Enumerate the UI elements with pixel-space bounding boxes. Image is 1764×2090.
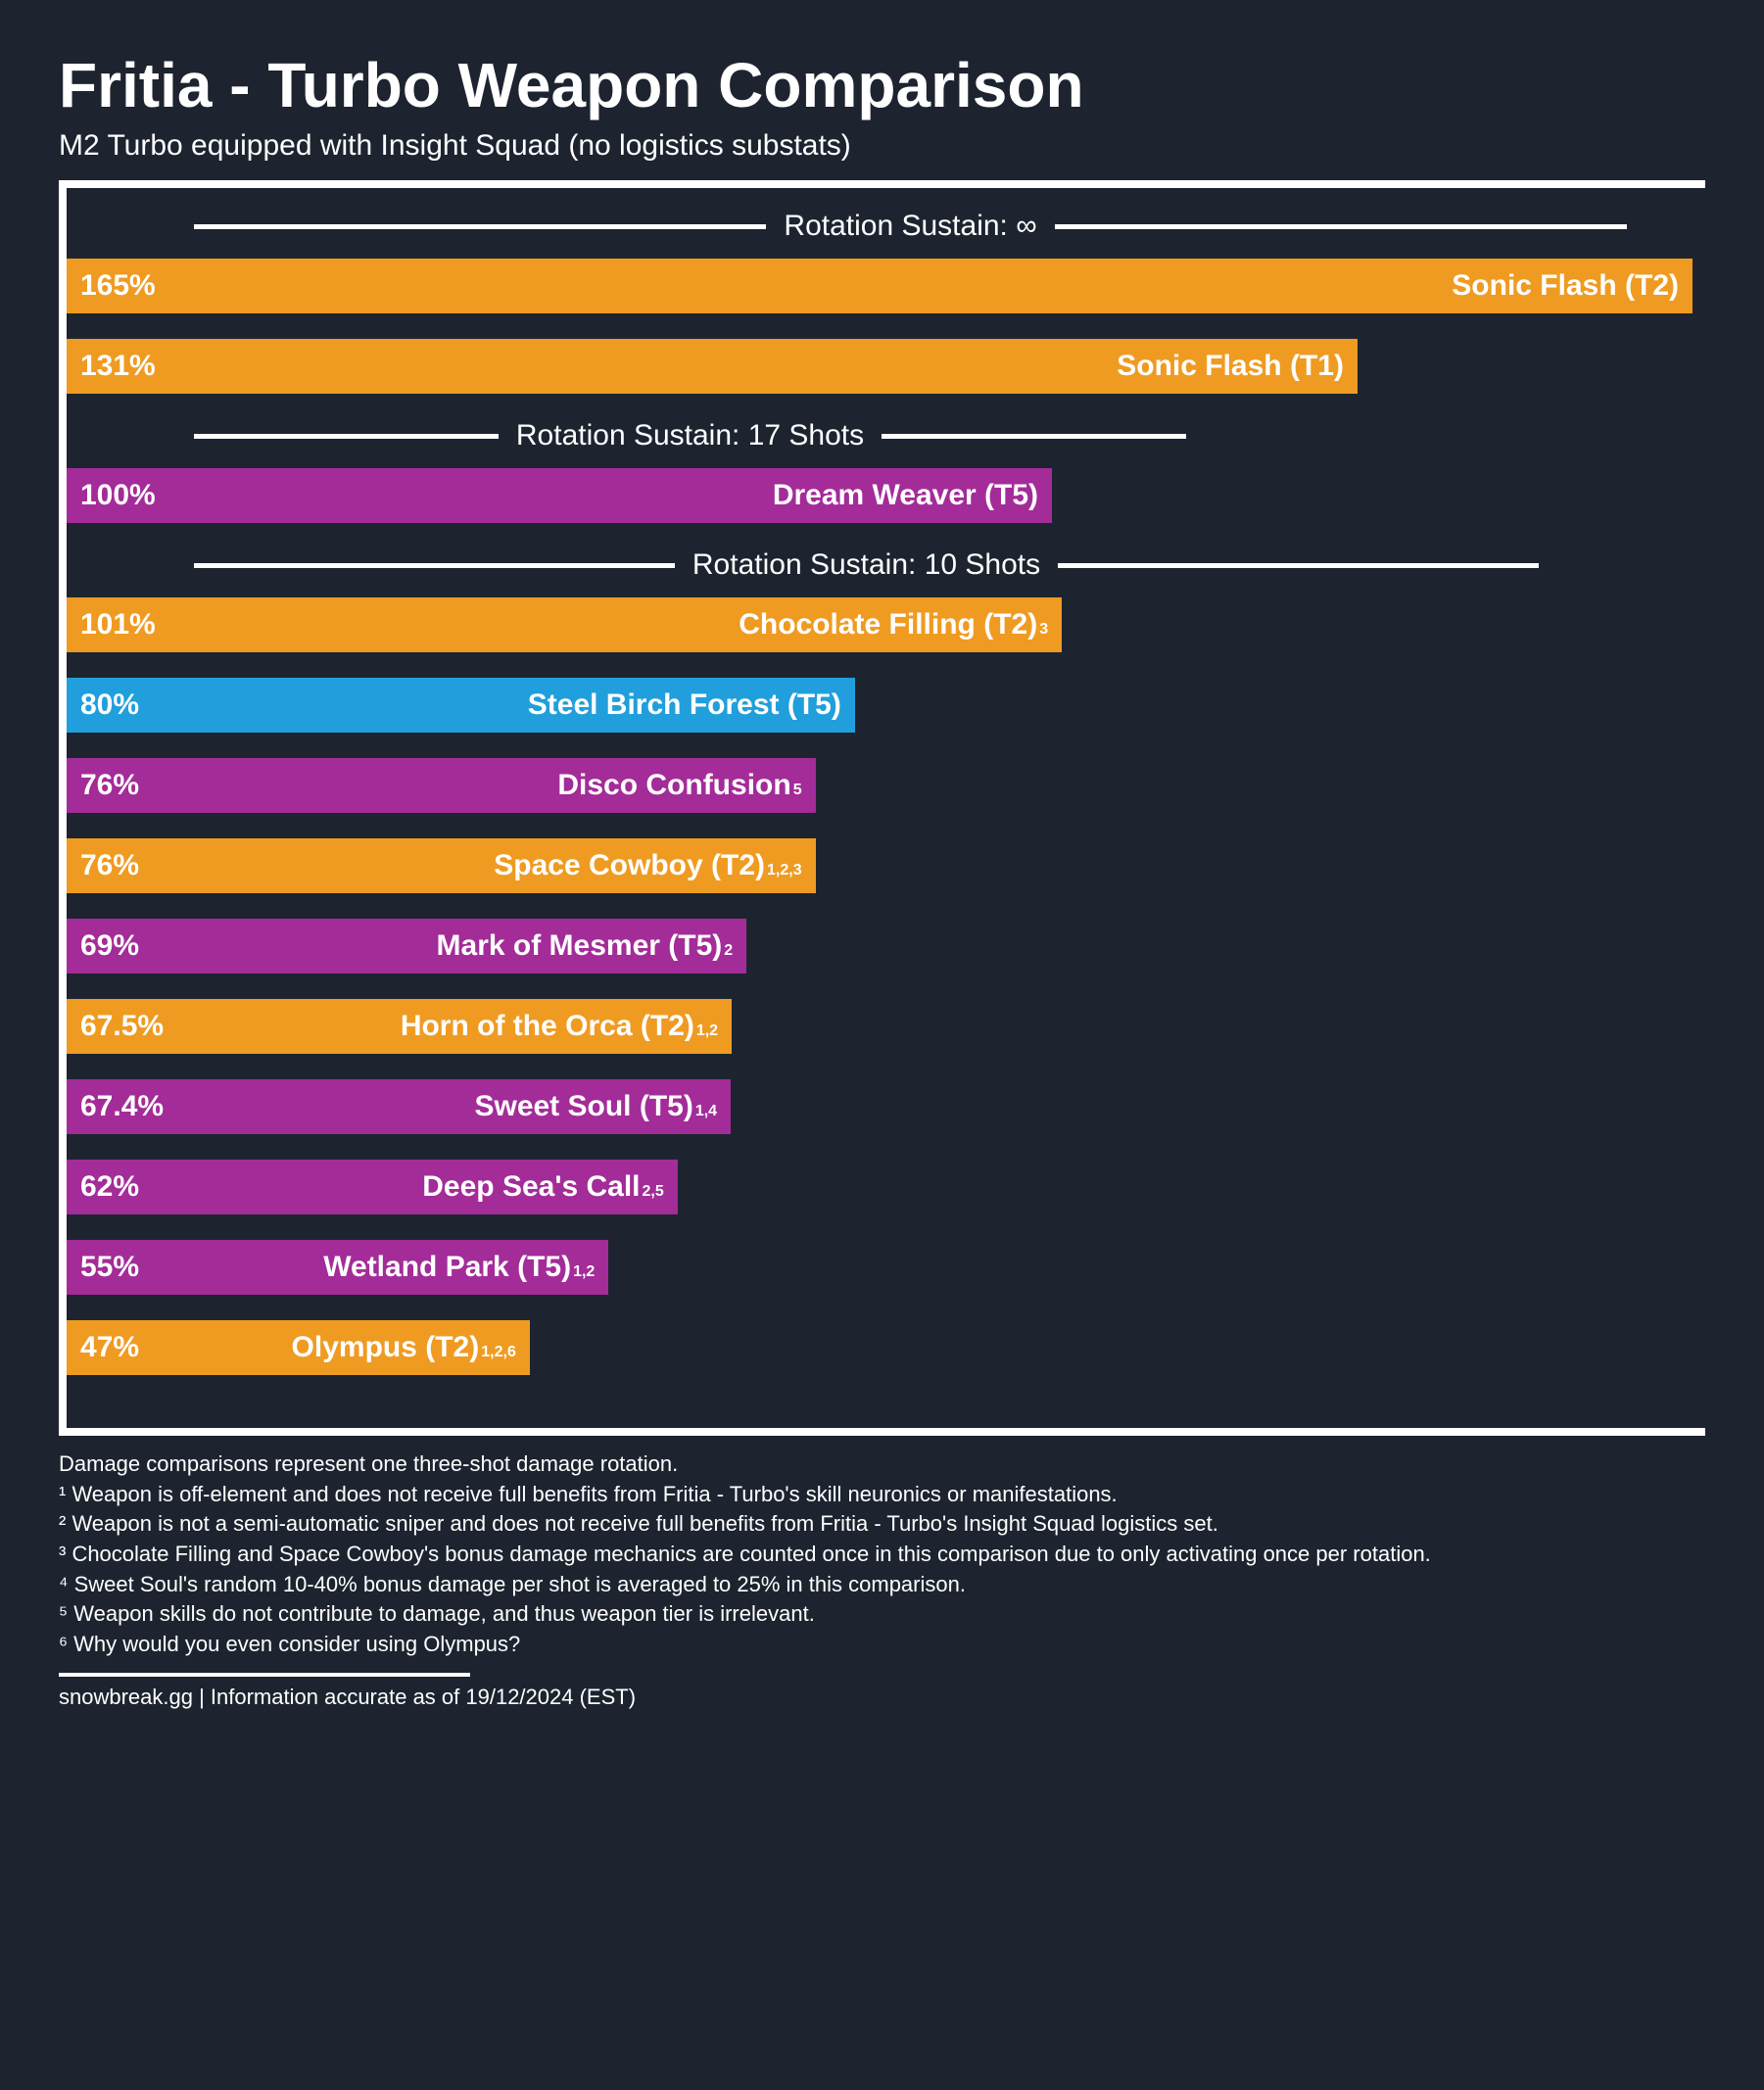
bar-percent: 101% xyxy=(80,608,156,641)
bar: 55% Wetland Park (T5)1,2 xyxy=(67,1240,608,1295)
bar-label: Dream Weaver (T5) xyxy=(773,479,1038,512)
bar: 165% Sonic Flash (T2) xyxy=(67,259,1692,313)
footer-rule xyxy=(59,1673,470,1677)
bar-label: Deep Sea's Call2,5 xyxy=(422,1170,664,1204)
bar-percent: 47% xyxy=(80,1331,139,1364)
bar-label-text: Disco Confusion xyxy=(557,769,790,802)
bar-row: 67.4% Sweet Soul (T5)1,4 xyxy=(67,1079,1705,1134)
section-line-left xyxy=(194,563,675,568)
footnote-item: ² Weapon is not a semi-automatic sniper … xyxy=(59,1509,1705,1539)
footnote-item: ¹ Weapon is off-element and does not rec… xyxy=(59,1480,1705,1509)
bar: 80% Steel Birch Forest (T5) xyxy=(67,678,855,733)
bar-row: 100% Dream Weaver (T5) xyxy=(67,468,1705,523)
bar-row: 131% Sonic Flash (T1) xyxy=(67,339,1705,394)
section-header: Rotation Sustain: 10 Shots xyxy=(67,548,1705,582)
bar-row: 80% Steel Birch Forest (T5) xyxy=(67,678,1705,733)
bar-label: Disco Confusion5 xyxy=(557,769,801,802)
bar-label-sup: 2,5 xyxy=(643,1183,664,1201)
section-line-right xyxy=(882,434,1186,439)
bar-label-text: Space Cowboy (T2) xyxy=(494,849,765,882)
bar-label: Sweet Soul (T5)1,4 xyxy=(474,1090,717,1123)
bar-label-text: Dream Weaver (T5) xyxy=(773,479,1038,512)
bar-label-text: Sonic Flash (T1) xyxy=(1117,350,1344,383)
bar-label-text: Chocolate Filling (T2) xyxy=(739,608,1037,641)
footnote-item: ⁶ Why would you even consider using Olym… xyxy=(59,1630,1705,1659)
bar-percent: 67.4% xyxy=(80,1090,164,1123)
bar-label-text: Mark of Mesmer (T5) xyxy=(437,929,723,963)
section-line-left xyxy=(194,434,499,439)
bar-label-text: Sonic Flash (T2) xyxy=(1452,269,1679,303)
bar-label-text: Wetland Park (T5) xyxy=(323,1251,571,1284)
bar-label-sup: 1,2 xyxy=(573,1263,595,1281)
bar-label: Space Cowboy (T2)1,2,3 xyxy=(494,849,801,882)
bar-percent: 80% xyxy=(80,689,139,722)
bar-label-text: Olympus (T2) xyxy=(292,1331,480,1364)
section-line-right xyxy=(1055,224,1627,229)
bar-percent: 62% xyxy=(80,1170,139,1204)
bar-row: 69% Mark of Mesmer (T5)2 xyxy=(67,919,1705,974)
bar: 76% Disco Confusion5 xyxy=(67,758,816,813)
section-label: Rotation Sustain: 17 Shots xyxy=(499,419,882,452)
bar-row: 62% Deep Sea's Call2,5 xyxy=(67,1160,1705,1214)
bar-label-sup: 1,2,3 xyxy=(767,862,802,879)
bar-label: Mark of Mesmer (T5)2 xyxy=(437,929,734,963)
bar: 69% Mark of Mesmer (T5)2 xyxy=(67,919,746,974)
bar-label: Wetland Park (T5)1,2 xyxy=(323,1251,595,1284)
bar-percent: 131% xyxy=(80,350,156,383)
bar-row: 55% Wetland Park (T5)1,2 xyxy=(67,1240,1705,1295)
bar-row: 76% Disco Confusion5 xyxy=(67,758,1705,813)
bar-label-text: Sweet Soul (T5) xyxy=(474,1090,692,1123)
bar: 76% Space Cowboy (T2)1,2,3 xyxy=(67,838,816,893)
bar-row: 47% Olympus (T2)1,2,6 xyxy=(67,1320,1705,1375)
bar-label-sup: 2 xyxy=(724,942,733,960)
page-title: Fritia - Turbo Weapon Comparison xyxy=(59,49,1705,121)
bar-percent: 100% xyxy=(80,479,156,512)
bar-label: Horn of the Orca (T2)1,2 xyxy=(401,1010,718,1043)
bar-label-text: Horn of the Orca (T2) xyxy=(401,1010,694,1043)
bar-label: Steel Birch Forest (T5) xyxy=(528,689,841,722)
bar-label: Chocolate Filling (T2)3 xyxy=(739,608,1048,641)
bar: 47% Olympus (T2)1,2,6 xyxy=(67,1320,530,1375)
bar-row: 165% Sonic Flash (T2) xyxy=(67,259,1705,313)
bar-label-sup: 1,4 xyxy=(695,1103,717,1120)
bar-label: Sonic Flash (T2) xyxy=(1452,269,1679,303)
bar-label-sup: 3 xyxy=(1039,621,1048,639)
section-label: Rotation Sustain: ∞ xyxy=(766,210,1054,243)
section-line-right xyxy=(1058,563,1539,568)
footnote-item: ⁴ Sweet Soul's random 10-40% bonus damag… xyxy=(59,1570,1705,1599)
bar-label-sup: 1,2,6 xyxy=(481,1344,516,1361)
footnote-item: ⁵ Weapon skills do not contribute to dam… xyxy=(59,1599,1705,1629)
footnote-item: ³ Chocolate Filling and Space Cowboy's b… xyxy=(59,1540,1705,1569)
bar: 67.5% Horn of the Orca (T2)1,2 xyxy=(67,999,732,1054)
bar-label-text: Steel Birch Forest (T5) xyxy=(528,689,841,722)
bar-label-sup: 5 xyxy=(793,782,802,799)
bar: 100% Dream Weaver (T5) xyxy=(67,468,1052,523)
bar-percent: 67.5% xyxy=(80,1010,164,1043)
section-label: Rotation Sustain: 10 Shots xyxy=(675,548,1058,582)
bar: 101% Chocolate Filling (T2)3 xyxy=(67,597,1062,652)
bar-percent: 76% xyxy=(80,769,139,802)
bar-label: Sonic Flash (T1) xyxy=(1117,350,1344,383)
bar-percent: 165% xyxy=(80,269,156,303)
bar-label-text: Deep Sea's Call xyxy=(422,1170,640,1204)
bar-row: 101% Chocolate Filling (T2)3 xyxy=(67,597,1705,652)
bar: 131% Sonic Flash (T1) xyxy=(67,339,1358,394)
section-header: Rotation Sustain: ∞ xyxy=(67,210,1705,243)
bar-percent: 55% xyxy=(80,1251,139,1284)
footnote-intro: Damage comparisons represent one three-s… xyxy=(59,1449,1705,1479)
section-header: Rotation Sustain: 17 Shots xyxy=(67,419,1705,452)
section-line-left xyxy=(194,224,766,229)
bar: 67.4% Sweet Soul (T5)1,4 xyxy=(67,1079,731,1134)
chart-frame: Rotation Sustain: ∞165%Sonic Flash (T2)1… xyxy=(59,180,1705,1436)
page-subtitle: M2 Turbo equipped with Insight Squad (no… xyxy=(59,129,1705,163)
bar-row: 67.5% Horn of the Orca (T2)1,2 xyxy=(67,999,1705,1054)
bar-label-sup: 1,2 xyxy=(696,1022,718,1040)
footer-text: snowbreak.gg | Information accurate as o… xyxy=(59,1685,1705,1710)
bar-percent: 69% xyxy=(80,929,139,963)
footnotes: Damage comparisons represent one three-s… xyxy=(59,1449,1705,1659)
bar-row: 76% Space Cowboy (T2)1,2,3 xyxy=(67,838,1705,893)
bar-percent: 76% xyxy=(80,849,139,882)
bar: 62% Deep Sea's Call2,5 xyxy=(67,1160,678,1214)
bar-label: Olympus (T2)1,2,6 xyxy=(292,1331,516,1364)
